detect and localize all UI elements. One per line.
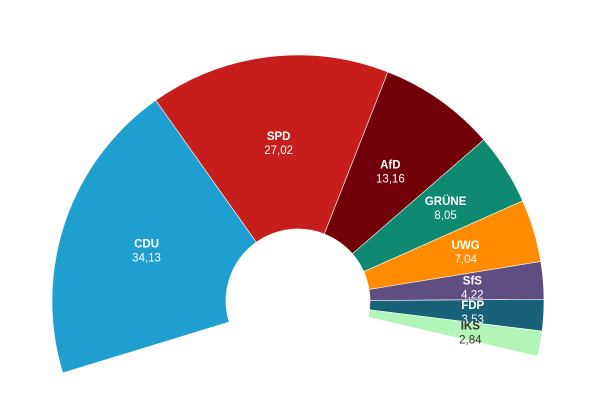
label-value-afd: 13,16 xyxy=(376,173,405,185)
label-value-iks: 2,84 xyxy=(459,334,482,346)
label-name-gruene: GRÜNE xyxy=(425,195,467,208)
slice-afd[interactable] xyxy=(323,71,485,255)
label-value-cdu: 34,13 xyxy=(132,252,161,264)
label-value-gruene: 8,05 xyxy=(434,210,456,222)
slice-cdu[interactable] xyxy=(51,99,257,374)
label-value-uwg: 7,04 xyxy=(454,254,477,266)
slice-iks[interactable] xyxy=(367,309,543,357)
label-name-spd: SPD xyxy=(267,131,291,143)
label-name-cdu: CDU xyxy=(134,238,159,250)
label-name-uwg: UWG xyxy=(452,240,480,252)
label-value-sfs: 4,22 xyxy=(461,289,483,301)
label-value-spd: 27,02 xyxy=(264,145,293,157)
slices-group xyxy=(51,54,545,374)
label-name-sfs: SfS xyxy=(463,275,483,287)
slice-spd[interactable] xyxy=(155,54,389,243)
label-name-afd: AfD xyxy=(380,159,400,171)
labels-group: CDU 34,13 SPD 27,02 AfD 13,16 GRÜNE 8,05 UWG 7,04… xyxy=(132,131,484,346)
label-name-iks: IKS xyxy=(461,320,481,332)
label-name-fdp: FDP xyxy=(461,300,484,312)
label-value-fdp: 3,53 xyxy=(462,314,484,326)
